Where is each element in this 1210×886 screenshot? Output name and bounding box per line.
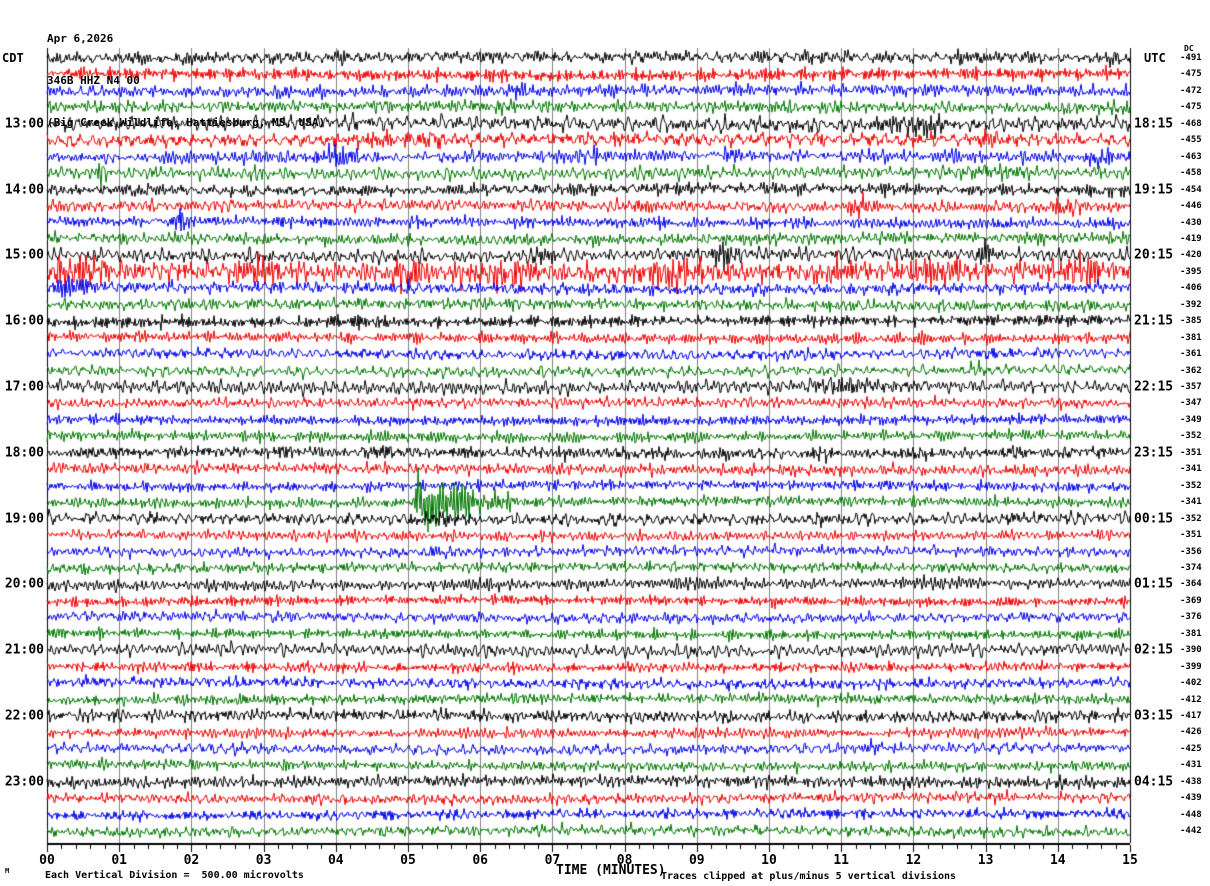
dc-offset-label: -361 bbox=[1180, 349, 1202, 360]
dc-offset-label: -395 bbox=[1180, 266, 1202, 277]
dc-offset-label: -392 bbox=[1180, 299, 1202, 310]
dc-offset-label: -402 bbox=[1180, 678, 1202, 689]
dc-offset-label: -351 bbox=[1180, 530, 1202, 541]
cdt-hour-label: 17:00 bbox=[4, 379, 44, 395]
dc-offset-label: -475 bbox=[1180, 102, 1202, 113]
x-tick-label: 04 bbox=[327, 853, 344, 868]
x-tick-label: 06 bbox=[472, 853, 489, 868]
dc-offset-label: -364 bbox=[1180, 579, 1202, 590]
dc-offset-label: -381 bbox=[1180, 332, 1202, 343]
dc-column-header: DC bbox=[1184, 44, 1194, 53]
station-label: 346B HHZ N4 00 bbox=[47, 74, 140, 87]
utc-hour-label: 21:15 bbox=[1134, 313, 1174, 329]
x-tick-label: 09 bbox=[688, 853, 705, 868]
dc-offset-label: -381 bbox=[1180, 628, 1202, 639]
x-tick-label: 13 bbox=[977, 853, 994, 868]
dc-offset-label: -491 bbox=[1180, 53, 1202, 63]
dc-offset-label: -347 bbox=[1180, 398, 1202, 409]
x-tick-label: 12 bbox=[905, 853, 922, 868]
dc-offset-label: -385 bbox=[1180, 316, 1202, 327]
dc-offset-label: -463 bbox=[1180, 151, 1202, 162]
dc-offset-label: -468 bbox=[1180, 118, 1202, 129]
dc-offset-label: -374 bbox=[1180, 562, 1202, 573]
dc-offset-label: -455 bbox=[1180, 135, 1202, 146]
dc-offset-label: -419 bbox=[1180, 233, 1202, 244]
x-tick-label: 08 bbox=[616, 853, 633, 868]
utc-hour-label: 02:15 bbox=[1134, 642, 1174, 658]
utc-hour-label: 19:15 bbox=[1134, 182, 1174, 198]
date-label: Apr 6,2026 bbox=[47, 32, 114, 45]
dc-offset-label: -352 bbox=[1180, 480, 1202, 491]
dc-offset-label: -390 bbox=[1180, 645, 1202, 656]
dc-offset-label: -438 bbox=[1180, 776, 1202, 787]
x-tick-label: 03 bbox=[255, 853, 272, 868]
location-label: (Big Creek Wildlife, Hattiesburg, MS, US… bbox=[47, 116, 326, 129]
dc-offset-label: -448 bbox=[1180, 809, 1202, 820]
cdt-hour-label: 19:00 bbox=[4, 511, 44, 527]
right-timezone-label: UTC bbox=[1144, 51, 1166, 65]
cdt-hour-label: 13:00 bbox=[4, 116, 44, 132]
x-tick-label: 02 bbox=[183, 853, 200, 868]
dc-offset-label: -417 bbox=[1180, 711, 1202, 721]
utc-hour-label: 23:15 bbox=[1134, 445, 1174, 461]
dc-offset-label: -475 bbox=[1180, 69, 1202, 80]
dc-offset-label: -412 bbox=[1180, 694, 1202, 705]
dc-offset-label: -341 bbox=[1180, 497, 1202, 508]
x-tick-label: 05 bbox=[400, 853, 416, 868]
dc-offset-label: -356 bbox=[1180, 546, 1202, 557]
x-tick-label: 01 bbox=[111, 853, 128, 868]
cdt-hour-label: 20:00 bbox=[4, 576, 44, 592]
utc-hour-label: 04:15 bbox=[1134, 774, 1174, 790]
dc-offset-label: -431 bbox=[1180, 760, 1202, 771]
cdt-hour-label: 22:00 bbox=[4, 708, 44, 724]
dc-offset-label: -352 bbox=[1180, 431, 1202, 442]
dc-offset-label: -369 bbox=[1180, 595, 1202, 606]
dc-offset-label: -351 bbox=[1180, 447, 1202, 458]
dc-offset-label: -442 bbox=[1180, 826, 1202, 837]
utc-hour-label: 22:15 bbox=[1134, 379, 1174, 395]
dc-offset-label: -439 bbox=[1180, 793, 1202, 804]
x-tick-label: 00 bbox=[39, 853, 55, 868]
x-tick-label: 07 bbox=[544, 853, 561, 868]
dc-offset-label: -352 bbox=[1180, 513, 1202, 524]
utc-hour-label: 20:15 bbox=[1134, 247, 1174, 263]
dc-offset-label: -349 bbox=[1180, 414, 1202, 425]
cdt-hour-label: 23:00 bbox=[4, 774, 44, 790]
dc-offset-label: -430 bbox=[1180, 217, 1202, 228]
cdt-hour-label: 18:00 bbox=[4, 445, 44, 461]
x-tick-label: 15 bbox=[1122, 853, 1138, 868]
dc-offset-label: -406 bbox=[1180, 283, 1202, 294]
dc-offset-label: -446 bbox=[1180, 201, 1202, 212]
dc-offset-label: -458 bbox=[1180, 168, 1202, 179]
dc-offset-label: -425 bbox=[1180, 743, 1202, 754]
dc-offset-label: -420 bbox=[1180, 250, 1202, 261]
utc-hour-label: 00:15 bbox=[1134, 511, 1174, 527]
cdt-hour-label: 15:00 bbox=[4, 247, 44, 263]
dc-offset-label: -472 bbox=[1180, 85, 1202, 96]
plot-header: Apr 6,2026 346B HHZ N4 00 (Big Creek Wil… bbox=[47, 4, 325, 158]
x-tick-label: 10 bbox=[761, 853, 777, 868]
corner-mark: M bbox=[5, 867, 10, 875]
utc-hour-label: 18:15 bbox=[1134, 116, 1174, 132]
clip-note: Traces clipped at plus/minus 5 vertical … bbox=[661, 871, 957, 882]
dc-offset-label: -426 bbox=[1180, 727, 1202, 738]
cdt-hour-label: 21:00 bbox=[4, 642, 44, 658]
utc-hour-label: 03:15 bbox=[1134, 708, 1174, 724]
x-axis-title: TIME (MINUTES) bbox=[556, 863, 666, 878]
cdt-hour-label: 16:00 bbox=[4, 313, 44, 329]
cdt-hour-label: 14:00 bbox=[4, 182, 44, 198]
x-tick-label: 11 bbox=[833, 853, 850, 868]
dc-offset-label: -341 bbox=[1180, 464, 1202, 475]
dc-offset-label: -399 bbox=[1180, 661, 1202, 672]
dc-offset-label: -376 bbox=[1180, 612, 1202, 623]
x-tick-label: 14 bbox=[1049, 853, 1066, 868]
scale-note: Each Vertical Division = 500.00 microvol… bbox=[45, 870, 304, 881]
utc-hour-label: 01:15 bbox=[1134, 576, 1174, 592]
dc-offset-label: -362 bbox=[1180, 365, 1202, 376]
dc-offset-label: -454 bbox=[1180, 184, 1202, 195]
dc-offset-label: -357 bbox=[1180, 382, 1202, 392]
left-timezone-label: CDT bbox=[2, 51, 24, 65]
